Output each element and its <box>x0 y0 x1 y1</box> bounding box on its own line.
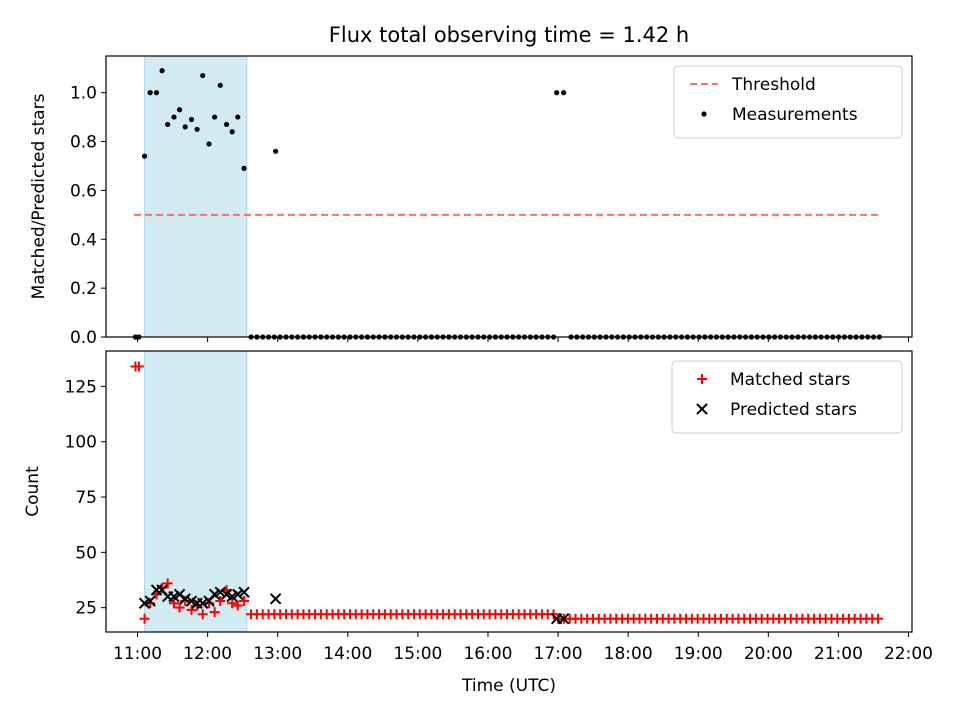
measurements-point <box>153 90 160 96</box>
x-tick-label: 13:00 <box>253 644 302 664</box>
matched-stars-point <box>197 609 208 620</box>
measurements-point <box>194 126 200 132</box>
measurements-point <box>188 116 195 123</box>
y-tick-label: 50 <box>75 543 97 563</box>
measurements-point <box>229 129 235 135</box>
legend-box <box>673 65 903 139</box>
legend-label: Matched stars <box>730 370 850 390</box>
measurements-point <box>212 114 218 120</box>
predicted-stars-point <box>238 586 250 598</box>
legend-label: Threshold <box>731 75 816 95</box>
predicted-stars-point <box>197 597 209 609</box>
y-axis-label: Matched/Predicted stars <box>29 93 49 299</box>
matched-stars-point <box>873 613 884 624</box>
measurements-point <box>206 141 212 147</box>
x-tick-label: 12:00 <box>183 644 232 664</box>
predicted-stars-point <box>179 593 191 605</box>
y-tick-label: 0.4 <box>70 230 97 250</box>
matched-stars-point <box>168 598 179 609</box>
x-tick-label: 20:00 <box>744 644 793 664</box>
measurements-point <box>561 90 567 96</box>
matched-stars-point <box>232 600 243 611</box>
lower-panel-counts: 25 50 75 100 125 11:00 12:00 13:00 14:00 15:00 16:… <box>23 350 933 696</box>
measurements-point <box>241 165 247 171</box>
y-tick-label: 0.2 <box>70 279 97 299</box>
matched-stars-point <box>186 604 197 615</box>
x-tick-label: 19:00 <box>674 644 723 664</box>
measurements-point <box>200 72 206 79</box>
legend-marker <box>701 111 707 117</box>
y-tick-label: 125 <box>65 377 97 397</box>
axes-frame <box>105 55 913 338</box>
measurements-point <box>159 68 165 74</box>
y-tick-label: 75 <box>75 488 97 508</box>
legend-marker <box>696 403 708 415</box>
matched-stars-point <box>174 602 185 613</box>
legend-label: Measurements <box>732 105 858 125</box>
predicted-stars-point <box>232 588 244 601</box>
measurements-point <box>176 107 183 113</box>
predicted-stars-point <box>214 586 226 598</box>
x-axis-label: Time (UTC) <box>461 676 556 696</box>
measurements-point <box>273 148 279 154</box>
y-tick-label: 25 <box>75 599 97 619</box>
measurements-point <box>147 90 153 96</box>
y-tick-label: 1.0 <box>70 84 97 104</box>
measurements-point <box>223 121 230 128</box>
matched-stars-point <box>209 607 220 618</box>
legend: Threshold Measurements <box>673 65 903 139</box>
x-tick-label: 18:00 <box>604 644 653 664</box>
matched-stars-point <box>133 361 144 372</box>
x-tick-label: 17:00 <box>534 644 583 664</box>
axes-frame <box>105 350 913 633</box>
legend-marker <box>697 374 707 384</box>
x-tick-label: 14:00 <box>323 644 372 664</box>
x-tick-label: 15:00 <box>393 644 442 664</box>
matched-stars-point <box>162 578 173 589</box>
legend-box <box>671 360 903 434</box>
y-axis-label: Count <box>23 466 43 517</box>
predicted-stars-point <box>269 593 282 605</box>
y-tick-label: 0.8 <box>70 133 97 153</box>
measurements-point <box>235 114 241 120</box>
measurements-point <box>141 153 148 159</box>
matched-stars-point <box>215 596 226 607</box>
y-tick-label: 100 <box>65 433 97 453</box>
measurements-point <box>182 124 188 130</box>
predicted-stars-point <box>144 595 156 607</box>
measurements-point <box>554 90 560 96</box>
y-tick-label: 0.0 <box>70 328 97 348</box>
chart-title: Flux total observing time = 1.42 h <box>329 23 689 47</box>
matched-stars-point <box>139 613 150 624</box>
y-tick-label: 0.6 <box>70 181 97 201</box>
upper-panel-ratio: 0.0 0.2 0.4 0.6 0.8 1.0 Matched/Predicted star… <box>29 55 913 348</box>
x-tick-label: 16:00 <box>463 644 512 664</box>
legend: Matched stars Predicted stars <box>671 360 903 434</box>
measurements-point <box>165 121 171 128</box>
measurements-point <box>217 82 223 88</box>
x-tick-label: 21:00 <box>814 644 863 664</box>
predicted-stars-point <box>557 613 570 625</box>
shaded-observing-span <box>144 55 248 338</box>
matched-stars-point <box>239 596 250 607</box>
matched-stars-point <box>227 598 238 609</box>
x-tick-label: 11:00 <box>113 644 162 664</box>
legend-label: Predicted stars <box>730 400 857 420</box>
x-tick-label: 22:00 <box>884 644 933 664</box>
measurements-point <box>171 114 177 120</box>
